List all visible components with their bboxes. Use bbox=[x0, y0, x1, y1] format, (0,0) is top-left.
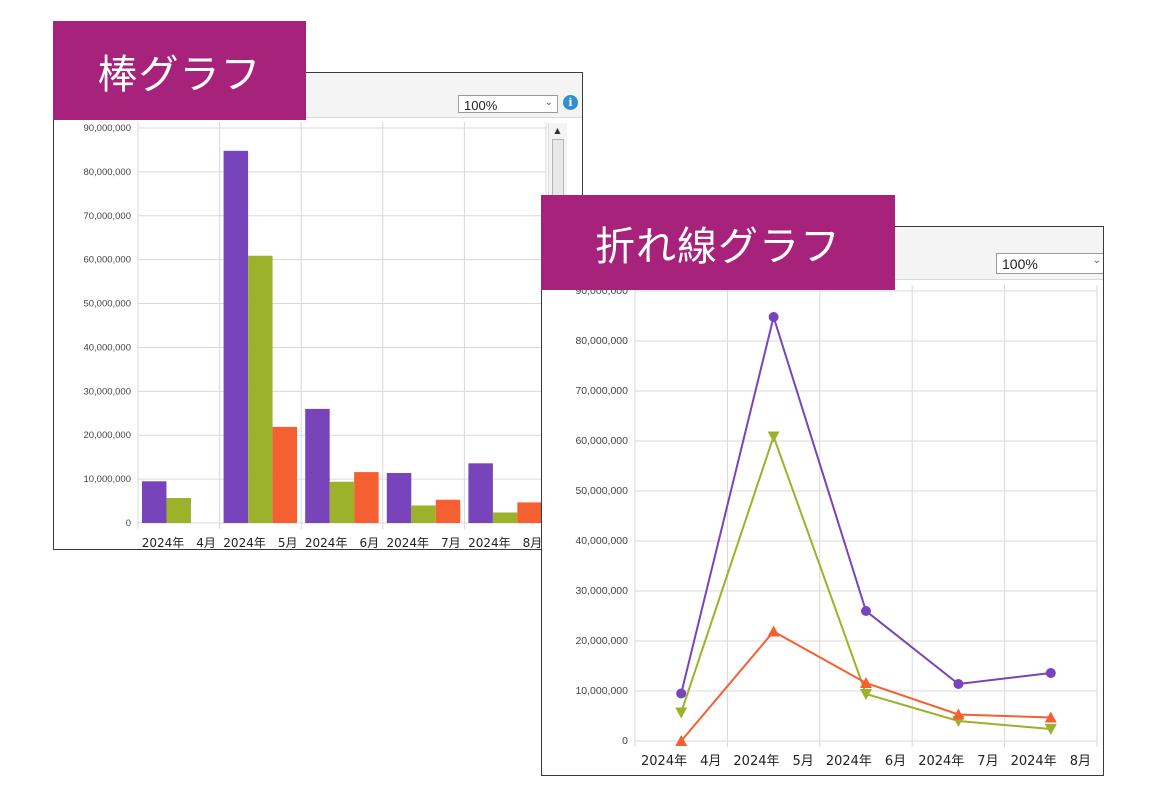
bar bbox=[517, 502, 542, 523]
x-tick-label: 2024年 4月 bbox=[641, 754, 721, 769]
bar bbox=[354, 472, 379, 523]
y-tick-label: 80,000,000 bbox=[575, 335, 628, 347]
bar bbox=[305, 408, 330, 523]
y-tick-label: 90,000,000 bbox=[83, 123, 131, 134]
y-tick-label: 20,000,000 bbox=[83, 430, 131, 441]
x-tick-label: 2024年 6月 bbox=[826, 754, 906, 769]
line-chart-label: 折れ線グラフ bbox=[541, 195, 895, 290]
point bbox=[768, 312, 779, 322]
bar bbox=[492, 512, 518, 523]
x-tick-label: 2024年 5月 bbox=[733, 754, 813, 769]
point bbox=[861, 606, 871, 616]
line-chart-panel: 100% ⌄ 90,000,000 80,000,000 70,000,000 60,… bbox=[541, 226, 1104, 776]
bar bbox=[142, 481, 167, 523]
point bbox=[860, 677, 872, 688]
bar-zoom-value: 100% bbox=[464, 98, 498, 113]
x-tick-label: 2024年 7月 bbox=[918, 754, 998, 769]
chevron-down-icon: ⌄ bbox=[1092, 255, 1101, 266]
x-tick-label: 2024年 4月 bbox=[142, 536, 216, 549]
point bbox=[767, 431, 780, 443]
x-tick-label: 2024年 8月 bbox=[468, 536, 542, 549]
point bbox=[952, 708, 965, 720]
point bbox=[1045, 668, 1056, 678]
point bbox=[675, 735, 688, 746]
point bbox=[676, 688, 687, 699]
y-tick-label: 40,000,000 bbox=[575, 535, 628, 547]
line-zoom-select[interactable]: 100% ⌄ bbox=[996, 253, 1103, 274]
line-chart: 90,000,00080,000,00070,000,00060,000,000… bbox=[575, 285, 1098, 769]
point bbox=[953, 679, 964, 689]
y-tick-label: 50,000,000 bbox=[83, 299, 131, 310]
y-tick-label: 20,000,000 bbox=[575, 635, 628, 647]
series-line bbox=[680, 313, 1051, 694]
y-tick-label: 30,000,000 bbox=[83, 386, 131, 397]
chevron-down-icon: ⌄ bbox=[544, 97, 553, 108]
bar bbox=[166, 497, 191, 523]
y-tick-label: 0 bbox=[622, 735, 628, 747]
bar bbox=[411, 505, 436, 523]
point bbox=[675, 707, 688, 719]
y-tick-label: 10,000,000 bbox=[575, 685, 628, 697]
bar-chart: 90,000,000 80,000,000 70,000,000 60,000,000… bbox=[83, 122, 547, 549]
bar-zoom-select[interactable]: 100% ⌄ bbox=[458, 95, 558, 113]
x-tick-label: 2024年 5月 bbox=[223, 536, 297, 549]
bar bbox=[435, 499, 461, 523]
scroll-up-icon[interactable]: ▲ bbox=[554, 126, 561, 135]
bar bbox=[386, 472, 412, 523]
y-tick-label: 40,000,000 bbox=[83, 342, 131, 353]
bar bbox=[329, 481, 355, 523]
bar bbox=[223, 150, 249, 524]
bar-chart-panel: 100% ⌄ i 90,000,000 80,000,000 70,000,000 6… bbox=[53, 72, 583, 550]
bar-chart-label: 棒グラフ bbox=[53, 21, 306, 120]
info-icon[interactable]: i bbox=[563, 95, 578, 110]
y-tick-label: 60,000,000 bbox=[575, 435, 628, 447]
bar bbox=[468, 463, 493, 523]
point bbox=[1044, 724, 1057, 735]
line-zoom-value: 100% bbox=[1002, 256, 1038, 272]
y-tick-label: 60,000,000 bbox=[83, 255, 131, 266]
point bbox=[767, 625, 780, 637]
y-tick-label: 10,000,000 bbox=[83, 474, 131, 485]
y-tick-label: 30,000,000 bbox=[575, 585, 628, 597]
point bbox=[860, 689, 872, 700]
bar bbox=[272, 426, 298, 523]
x-tick-label: 2024年 8月 bbox=[1011, 754, 1091, 769]
y-tick-label: 50,000,000 bbox=[575, 485, 628, 497]
bar bbox=[248, 255, 273, 523]
x-tick-label: 2024年 7月 bbox=[387, 536, 461, 549]
y-tick-label: 80,000,000 bbox=[83, 167, 131, 178]
y-tick-label: 70,000,000 bbox=[575, 385, 628, 397]
point bbox=[1044, 711, 1057, 723]
y-tick-label: 0 bbox=[126, 518, 131, 529]
y-tick-label: 70,000,000 bbox=[83, 211, 131, 222]
x-tick-label: 2024年 6月 bbox=[305, 536, 379, 549]
